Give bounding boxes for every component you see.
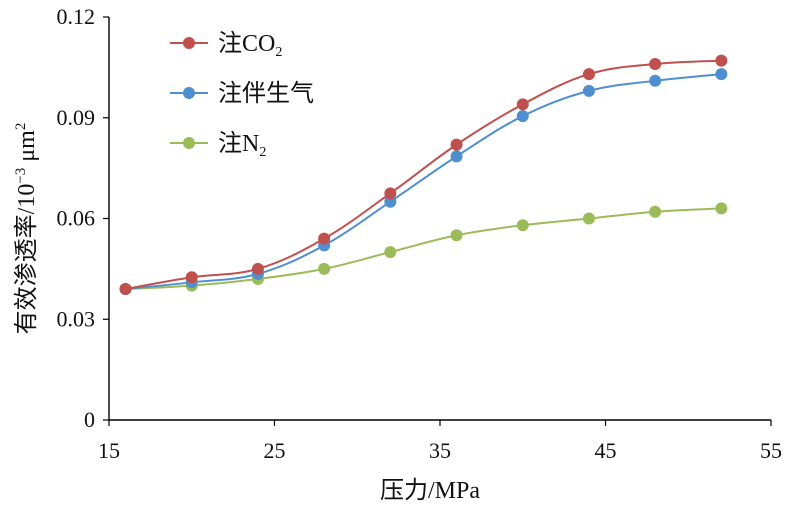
legend-entry-3-marker [183, 137, 195, 149]
legend-entry-2-label: 注伴生气 [218, 80, 314, 107]
x-tick-label: 25 [264, 438, 286, 463]
series-3-point [450, 229, 463, 242]
legend-entry-2-marker [183, 87, 195, 99]
series-2-point [450, 150, 463, 163]
series-1-point [715, 54, 728, 67]
axes: 0 0.03 0.06 0.09 0.12 15 25 35 45 55 [57, 4, 783, 463]
y-tick-label: 0.06 [57, 206, 96, 231]
series-1-point [582, 68, 595, 81]
series-1-point [649, 58, 662, 71]
series-1-point [119, 283, 132, 296]
y-tick-label: 0 [84, 407, 95, 432]
y-axis-title: 有效渗透率/10−3 μm2 [13, 123, 40, 335]
x-tick-label: 35 [429, 438, 451, 463]
x-tick-label: 55 [760, 438, 782, 463]
series-2-line [125, 73, 722, 291]
legend-entry-1-marker [183, 37, 195, 49]
series-3-point [715, 202, 728, 215]
y-tick-label: 0.09 [57, 105, 96, 130]
series-1-point [516, 98, 529, 111]
series-3-point [516, 219, 529, 232]
series-3-point [384, 246, 397, 259]
series-1-point [185, 271, 198, 284]
series-3-point [649, 205, 662, 218]
series-1-point [384, 187, 397, 200]
series-3-point [582, 212, 595, 225]
x-tick-label: 45 [595, 438, 617, 463]
y-tick-label: 0.12 [57, 4, 96, 29]
legend-entry-1-label: 注CO2 [218, 30, 282, 60]
series-3-line [125, 207, 722, 291]
series-3-point [318, 262, 331, 275]
series-2-point [582, 84, 595, 97]
series-2-point [516, 110, 529, 123]
series-1-point [318, 232, 331, 245]
series-2-point [649, 74, 662, 87]
series-2-point [715, 68, 728, 81]
series-2-point [384, 195, 397, 208]
series-1-point [450, 138, 463, 151]
legend-entry-3-label: 注N2 [218, 130, 266, 160]
series-1-line [125, 59, 722, 291]
series-1-point [251, 262, 264, 275]
y-tick-label: 0.03 [57, 306, 96, 331]
x-axis-title: 压力/MPa [380, 477, 480, 504]
x-tick-label: 15 [98, 438, 120, 463]
series-layer [119, 54, 728, 296]
axis-titles: 压力/MPa 有效渗透率/10−3 μm2 [13, 123, 480, 504]
